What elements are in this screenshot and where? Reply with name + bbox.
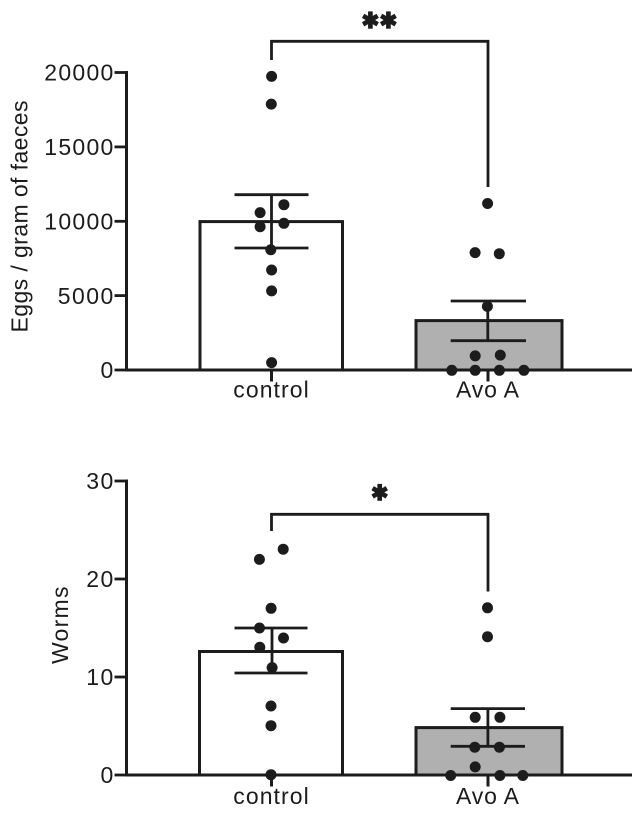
svg-text:Avo A: Avo A — [456, 377, 520, 403]
svg-text:Eggs / gram of faeces: Eggs / gram of faeces — [7, 101, 33, 333]
svg-text:10: 10 — [86, 664, 113, 690]
svg-text:Worms: Worms — [47, 587, 73, 665]
svg-text:5000: 5000 — [58, 283, 114, 309]
svg-text:0: 0 — [101, 762, 114, 788]
svg-text:20000: 20000 — [44, 60, 113, 86]
svg-text:0: 0 — [101, 357, 114, 383]
svg-text:control: control — [233, 783, 309, 809]
svg-text:10000: 10000 — [44, 209, 113, 235]
svg-text:15000: 15000 — [44, 134, 113, 160]
svg-text:30: 30 — [86, 468, 113, 494]
svg-text:20: 20 — [86, 566, 113, 592]
svg-text:control: control — [233, 377, 309, 403]
svg-text:Avo A: Avo A — [456, 783, 520, 809]
